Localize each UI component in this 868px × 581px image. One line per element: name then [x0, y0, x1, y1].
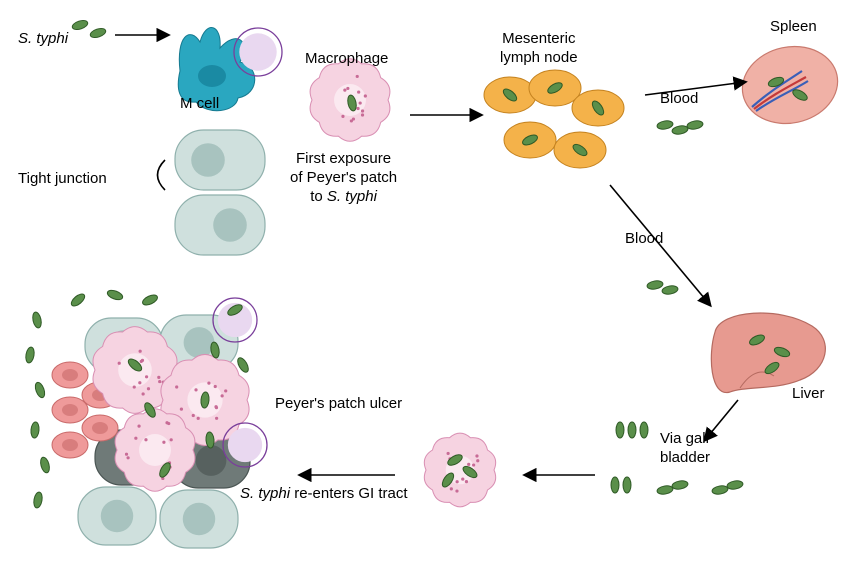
bacterium-icon	[39, 456, 51, 474]
bacterium-icon	[33, 491, 44, 508]
bacterium-icon	[106, 289, 124, 302]
label-via-gall-bladder: Via gallbladder	[660, 430, 710, 468]
bacterium-icon	[656, 120, 673, 131]
rbc-icon	[52, 397, 88, 423]
lymphocyte-icon	[223, 423, 267, 467]
bacterium-icon	[30, 422, 39, 439]
label-mesenteric: Mesentericlymph node	[500, 30, 578, 68]
tight-junction-icon	[158, 160, 166, 190]
bacterium-icon	[671, 125, 688, 136]
bacterium-icon	[616, 422, 624, 438]
spleen-icon	[735, 38, 845, 132]
label-liver: Liver	[792, 385, 825, 404]
label-reenter-gi: S. typhi re-enters GI tract	[240, 485, 408, 504]
bacterium-icon	[671, 480, 688, 491]
macrophage-icon	[424, 433, 495, 507]
lymphocyte-icon	[234, 28, 282, 76]
bacterium-icon	[711, 485, 728, 496]
label-macrophage: Macrophage	[305, 50, 388, 69]
label-styphi: S. typhi	[18, 30, 68, 49]
bacterium-icon	[69, 292, 86, 308]
bacterium-icon	[623, 477, 631, 493]
bacterium-icon	[31, 311, 42, 328]
rbc-icon	[52, 362, 88, 388]
label-blood-2: Blood	[625, 230, 663, 249]
lymphocyte-icon	[213, 298, 257, 342]
epithelial-cell	[175, 130, 265, 190]
macrophage-icon	[115, 409, 195, 492]
label-peyer-ulcer: Peyer's patch ulcer	[275, 395, 402, 414]
bacterium-icon	[25, 346, 36, 363]
bacterium-icon	[640, 422, 648, 438]
rbc-icon	[52, 432, 88, 458]
bacterium-icon	[611, 477, 619, 493]
rbc-icon	[82, 415, 118, 441]
epithelial-cell	[78, 487, 156, 545]
bacterium-icon	[141, 293, 159, 307]
bacterium-icon	[646, 280, 663, 291]
bacterium-icon	[661, 285, 678, 296]
diagram-svg	[0, 0, 868, 581]
label-spleen: Spleen	[770, 18, 817, 37]
label-blood-1: Blood	[660, 90, 698, 109]
bacterium-icon	[686, 120, 703, 131]
bacterium-icon	[656, 485, 673, 496]
bacterium-icon	[89, 27, 107, 40]
bacterium-icon	[628, 422, 636, 438]
label-tightjunction: Tight junction	[18, 170, 107, 189]
bacterium-icon	[71, 19, 89, 32]
bacterium-icon	[34, 381, 47, 399]
liver-icon	[711, 313, 825, 393]
epithelial-cell	[175, 195, 265, 255]
label-first-exposure: First exposureof Peyer's patchto S. typh…	[290, 150, 397, 206]
epithelial-cell	[160, 490, 238, 548]
bacterium-icon	[726, 480, 743, 491]
label-mcell: M cell	[180, 95, 219, 114]
